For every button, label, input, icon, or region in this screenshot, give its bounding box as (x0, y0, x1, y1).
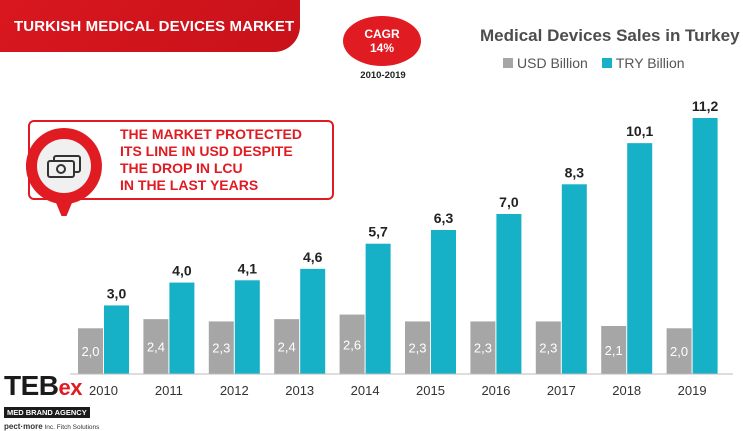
bar-label-usd-2015: 2,3 (408, 341, 426, 356)
callout-marker (25, 128, 102, 216)
x-tick-label-2016: 2016 (481, 383, 510, 398)
bar-try-2015 (431, 230, 456, 374)
bar-try-2018 (627, 143, 653, 374)
bar-try-2014 (365, 243, 391, 374)
bar-try-2013 (300, 268, 326, 374)
callout-line: THE MARKET PROTECTED (120, 126, 302, 142)
logo-footer: pect·more Inc. Fitch Solutions (4, 422, 144, 431)
logo-brand-suffix: ex (58, 375, 83, 400)
bar-usd-2017 (535, 321, 561, 374)
bar-usd-2013 (274, 319, 300, 374)
x-tick-label-2018: 2018 (612, 383, 641, 398)
logo-footer-brand: pect·more (4, 422, 43, 431)
logo-wordmark: TEBex (4, 372, 144, 402)
bar-layer: 2,0 3,0 2,4 4,0 2,3 4,1 2,4 4,6 2,6 5,7 2,3 6,3 2,3 7… (78, 98, 719, 374)
bar-label-usd-2019: 2,0 (670, 344, 688, 359)
bar-label-try-2014: 5,7 (368, 224, 388, 240)
cagr-value: 14% (369, 41, 395, 55)
bar-usd-2014 (339, 314, 365, 374)
bar-usd-2019 (666, 328, 692, 374)
bar-try-2010 (104, 305, 129, 374)
bar-label-usd-2017: 2,3 (539, 341, 557, 356)
x-tick-label-2015: 2015 (416, 383, 445, 398)
bar-label-try-2019: 11,2 (692, 98, 719, 114)
bar-label-usd-2016: 2,3 (474, 341, 492, 356)
bar-label-try-2010: 3,0 (107, 285, 127, 301)
bar-label-try-2018: 10,1 (626, 123, 653, 139)
callout-line: IN THE LAST YEARS (120, 177, 259, 193)
chart-title: Medical Devices Sales in Turkey (480, 26, 740, 45)
logo-brand-main: TEB (4, 370, 59, 401)
x-tick-label-2012: 2012 (220, 383, 249, 398)
bar-try-2017 (561, 184, 587, 374)
bar-label-try-2013: 4,6 (303, 249, 323, 265)
bar-label-try-2017: 8,3 (565, 164, 585, 180)
callout-text: THE MARKET PROTECTED ITS LINE IN USD DES… (120, 126, 335, 194)
bar-try-2016 (496, 214, 522, 374)
bar-label-usd-2011: 2,4 (147, 340, 165, 355)
bar-label-usd-2018: 2,1 (605, 343, 623, 358)
cagr-period: 2010-2019 (360, 70, 406, 81)
x-tick-label-2019: 2019 (678, 383, 707, 398)
bar-label-try-2011: 4,0 (172, 263, 192, 279)
bar-usd-2016 (470, 321, 496, 374)
bar-label-try-2012: 4,1 (238, 260, 258, 276)
legend-swatch-usd (503, 58, 513, 68)
x-tick-label-2017: 2017 (547, 383, 576, 398)
bar-label-try-2015: 6,3 (434, 210, 454, 226)
bar-label-usd-2014: 2,6 (343, 337, 361, 352)
page-banner: TURKISH MEDICAL DEVICES MARKET (0, 0, 300, 52)
x-tick-label-2014: 2014 (351, 383, 380, 398)
bar-usd-2011 (143, 319, 169, 374)
cagr-badge: CAGR 14% (343, 16, 421, 66)
chart-legend: USD Billion TRY Billion (503, 55, 699, 71)
x-axis-labels: 2010 2011 2012 2013 2014 2015 2016 2017 2018 2019 (89, 383, 707, 398)
legend-item-try: TRY Billion (601, 55, 685, 71)
bar-try-2019 (692, 118, 718, 374)
callout-line: ITS LINE IN USD DESPITE (120, 143, 293, 159)
bar-label-usd-2013: 2,4 (278, 340, 296, 355)
bar-try-2012 (234, 280, 260, 374)
money-bill-icon (47, 155, 81, 178)
banner-title: TURKISH MEDICAL DEVICES MARKET (14, 17, 295, 35)
callout-pin-tip (54, 198, 74, 216)
logo-tagline: MED BRAND AGENCY (4, 407, 90, 418)
callout-line: THE DROP IN LCU (120, 160, 243, 176)
logo-footer-rest: Inc. Fitch Solutions (44, 424, 100, 431)
bar-label-try-2016: 7,0 (499, 194, 519, 210)
legend-label-usd: USD Billion (517, 55, 588, 71)
legend-item-usd: USD Billion (503, 55, 588, 71)
bar-try-2011 (169, 282, 195, 374)
x-tick-label-2010: 2010 (89, 383, 118, 398)
bar-label-usd-2010: 2,0 (81, 344, 99, 359)
legend-label-try: TRY Billion (615, 55, 685, 71)
cagr-label: CAGR (364, 27, 400, 41)
x-tick-label-2013: 2013 (285, 383, 314, 398)
legend-swatch-try (601, 58, 612, 68)
bar-usd-2010 (78, 328, 103, 374)
bar-usd-2018 (601, 326, 627, 374)
x-tick-label-2011: 2011 (155, 383, 183, 398)
bar-usd-2015 (405, 321, 430, 374)
agency-logo: TEBex MED BRAND AGENCY pect·more Inc. Fi… (4, 372, 144, 431)
bar-label-usd-2012: 2,3 (212, 341, 230, 356)
bar-usd-2012 (208, 321, 234, 374)
